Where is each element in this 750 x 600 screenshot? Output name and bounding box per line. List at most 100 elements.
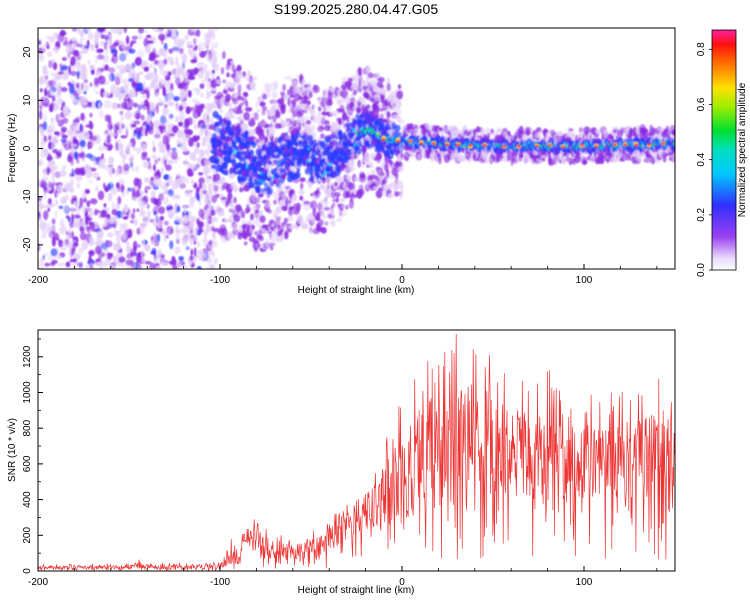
- heatmap-cell: [71, 258, 77, 263]
- heatmap-cell: [198, 45, 202, 54]
- heatmap-cell: [332, 202, 336, 207]
- heatmap-cell: [190, 227, 195, 232]
- heatmap-cell: [318, 219, 324, 227]
- heatmap-cell: [192, 109, 199, 119]
- heatmap-cell: [295, 74, 300, 81]
- heatmap-cell: [158, 78, 164, 83]
- heatmap-cell: [169, 240, 174, 250]
- heatmap-cell: [240, 211, 246, 219]
- heatmap-cell: [173, 96, 180, 102]
- heatmap-cell: [294, 92, 301, 102]
- heatmap-cell: [77, 75, 80, 80]
- heatmap-cell: [191, 179, 195, 185]
- heatmap-cell: [69, 207, 76, 212]
- heatmap-cell: [208, 226, 212, 233]
- heatmap-cell: [146, 47, 151, 53]
- heatmap-cell: [187, 237, 191, 241]
- heatmap-cell: [103, 99, 112, 109]
- heatmap-cell: [272, 114, 277, 124]
- heatmap-cell: [48, 79, 57, 87]
- heatmap-cell: [82, 131, 90, 141]
- heatmap-cell: [38, 213, 42, 220]
- heatmap-cell: [156, 169, 160, 178]
- heatmap-cell: [146, 157, 151, 162]
- heatmap-cell: [204, 105, 208, 112]
- heatmap-cell: [230, 114, 236, 119]
- heatmap-cell: [275, 111, 281, 119]
- heatmap-cell: [227, 102, 232, 109]
- heatmap-cell: [306, 158, 311, 163]
- heatmap-cell: [133, 120, 141, 125]
- heatmap-cell: [204, 32, 208, 39]
- heatmap-cell: [101, 252, 106, 257]
- heatmap-cell: [206, 90, 209, 98]
- heatmap-cell: [107, 114, 112, 124]
- heatmap-cell: [74, 151, 78, 160]
- heatmap-cell: [171, 30, 177, 38]
- heatmap-cell: [70, 70, 77, 77]
- heatmap-cell: [164, 70, 168, 76]
- heatmap-cell: [117, 196, 122, 205]
- heatmap-cell: [79, 139, 86, 148]
- heatmap-cell: [165, 87, 172, 92]
- heatmap-cell: [397, 118, 406, 125]
- heatmap-cell: [59, 63, 63, 69]
- heatmap-cell: [50, 117, 55, 124]
- heatmap-cell: [57, 183, 64, 194]
- heatmap-cell: [71, 143, 78, 148]
- heatmap-cell: [196, 266, 202, 269]
- heatmap-cell: [138, 260, 141, 269]
- heatmap-cell: [206, 135, 210, 142]
- heatmap-cell: [502, 153, 507, 158]
- heatmap-cell: [210, 209, 216, 216]
- heatmap-cell: [46, 166, 50, 176]
- heatmap-cell: [187, 229, 192, 239]
- heatmap-cell: [95, 261, 102, 266]
- heatmap-cell: [73, 122, 79, 131]
- heatmap-cell: [82, 67, 86, 78]
- heatmap-cell: [46, 156, 53, 161]
- heatmap-cell: [250, 116, 255, 123]
- heatmap-cell: [82, 43, 88, 47]
- heatmap-cell: [280, 103, 286, 110]
- heatmap-cell: [142, 125, 147, 131]
- heatmap-cell: [300, 182, 304, 190]
- heatmap-cell: [119, 53, 127, 62]
- heatmap-cell: [41, 148, 47, 152]
- heatmap-cell: [116, 235, 121, 243]
- heatmap-cell: [236, 96, 244, 101]
- heatmap-cell: [291, 154, 298, 161]
- heatmap-cell: [134, 112, 141, 120]
- heatmap-cell: [49, 36, 56, 43]
- heatmap-cell: [209, 53, 213, 60]
- heatmap-cell: [152, 145, 156, 153]
- heatmap-cell: [118, 256, 126, 263]
- heatmap-cell: [178, 47, 184, 55]
- heatmap-cell: [145, 76, 153, 80]
- heatmap-cell: [220, 96, 226, 107]
- heatmap-cell: [345, 204, 349, 210]
- heatmap-cell: [81, 158, 86, 162]
- heatmap-cell: [174, 246, 181, 255]
- heatmap-cell: [94, 37, 99, 46]
- heatmap-cell: [80, 82, 84, 91]
- heatmap-cell: [152, 164, 156, 172]
- heatmap-cell: [83, 197, 87, 203]
- heatmap-cell: [232, 98, 239, 105]
- heatmap-cell: [256, 242, 261, 249]
- heatmap-cell: [80, 112, 85, 121]
- heatmap-cell: [207, 243, 211, 250]
- heatmap-cell: [146, 203, 150, 209]
- heatmap-cell: [374, 97, 382, 102]
- heatmap-cell: [159, 29, 164, 34]
- heatmap-cell: [62, 105, 70, 116]
- heatmap-cell: [199, 83, 205, 89]
- heatmap-cell: [148, 179, 155, 190]
- heatmap-cell: [189, 106, 195, 112]
- heatmap-cell: [82, 96, 88, 102]
- heatmap-cell: [122, 158, 126, 166]
- heatmap-cell: [87, 141, 91, 150]
- heatmap-cell: [54, 199, 59, 206]
- heatmap-cell: [61, 65, 68, 71]
- heatmap-cell: [606, 159, 610, 163]
